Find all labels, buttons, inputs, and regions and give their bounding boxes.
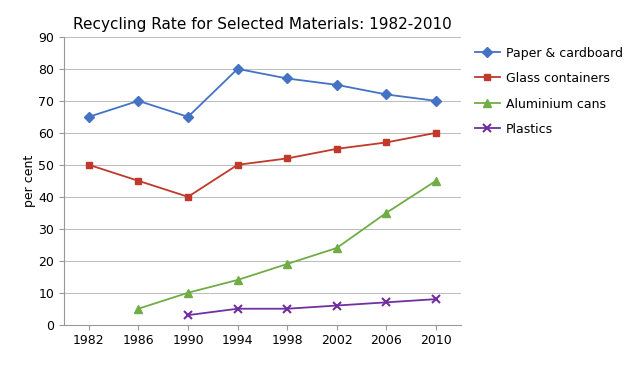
Glass containers	[432, 131, 440, 135]
Plastics	[333, 303, 340, 308]
Glass containers	[333, 146, 340, 151]
Paper & cardboard	[383, 92, 390, 97]
Aluminium cans	[383, 211, 390, 215]
Paper & cardboard	[432, 99, 440, 103]
Line: Plastics: Plastics	[184, 295, 440, 319]
Aluminium cans	[234, 278, 241, 282]
Glass containers	[234, 163, 241, 167]
Aluminium cans	[284, 262, 291, 266]
Paper & cardboard	[184, 115, 192, 119]
Plastics	[284, 307, 291, 311]
Line: Aluminium cans: Aluminium cans	[134, 177, 440, 313]
Plastics	[432, 297, 440, 301]
Plastics	[184, 313, 192, 317]
Glass containers	[134, 179, 142, 183]
Line: Paper & cardboard: Paper & cardboard	[85, 65, 440, 120]
Plastics	[234, 307, 241, 311]
Y-axis label: per cent: per cent	[22, 155, 35, 207]
Paper & cardboard	[333, 83, 340, 87]
Paper & cardboard	[134, 99, 142, 103]
Paper & cardboard	[234, 67, 241, 71]
Paper & cardboard	[85, 115, 93, 119]
Aluminium cans	[184, 290, 192, 295]
Aluminium cans	[432, 179, 440, 183]
Line: Glass containers: Glass containers	[85, 130, 440, 200]
Plastics	[383, 300, 390, 304]
Aluminium cans	[333, 246, 340, 250]
Legend: Paper & cardboard, Glass containers, Aluminium cans, Plastics: Paper & cardboard, Glass containers, Alu…	[471, 43, 627, 140]
Glass containers	[85, 163, 93, 167]
Glass containers	[184, 194, 192, 199]
Glass containers	[284, 156, 291, 161]
Paper & cardboard	[284, 76, 291, 81]
Aluminium cans	[134, 307, 142, 311]
Title: Recycling Rate for Selected Materials: 1982-2010: Recycling Rate for Selected Materials: 1…	[73, 17, 452, 32]
Glass containers	[383, 140, 390, 145]
